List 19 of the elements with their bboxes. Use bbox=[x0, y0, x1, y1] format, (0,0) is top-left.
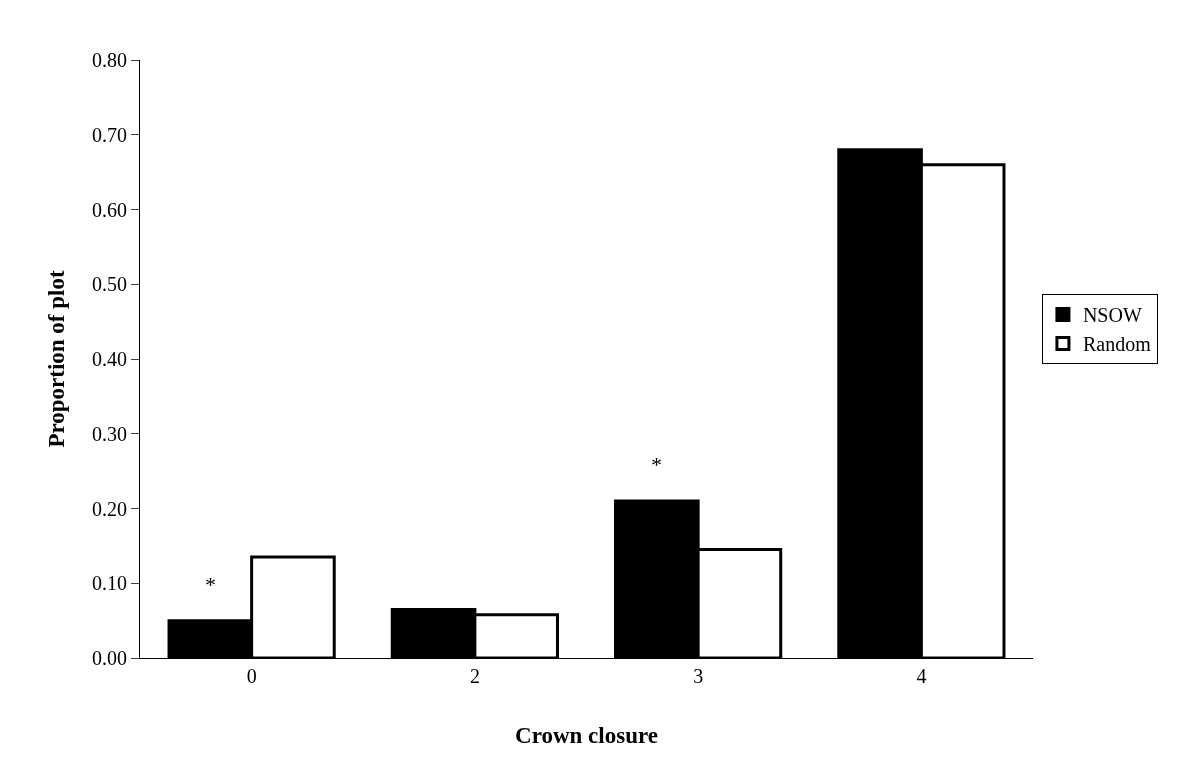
x-tick-label: 2 bbox=[469, 665, 480, 687]
x-tick-label: 0 bbox=[246, 665, 257, 687]
legend-label: Random bbox=[1082, 333, 1152, 356]
y-tick-label: 0.30 bbox=[92, 422, 127, 445]
y-tick-label: 0.20 bbox=[92, 497, 127, 520]
y-tick-label: 0.50 bbox=[92, 273, 127, 296]
y-tick-label: 0.80 bbox=[92, 49, 127, 71]
y-tick-label: 0.40 bbox=[92, 348, 127, 370]
y-axis-title: Proportion of plot bbox=[44, 270, 70, 448]
x-tick-label: 4 bbox=[916, 665, 927, 687]
y-tick-label: 0.10 bbox=[92, 572, 127, 595]
annotation: * bbox=[651, 452, 662, 477]
x-axis-title: Crown closure bbox=[515, 722, 658, 748]
y-tick-label: 0.70 bbox=[92, 123, 127, 146]
x-tick-label: 3 bbox=[693, 665, 704, 687]
y-tick-label: 0.00 bbox=[92, 647, 127, 669]
y-tick-label: 0.60 bbox=[92, 198, 127, 221]
annotation: * bbox=[205, 572, 216, 597]
legend-label: NSOW bbox=[1082, 304, 1142, 327]
